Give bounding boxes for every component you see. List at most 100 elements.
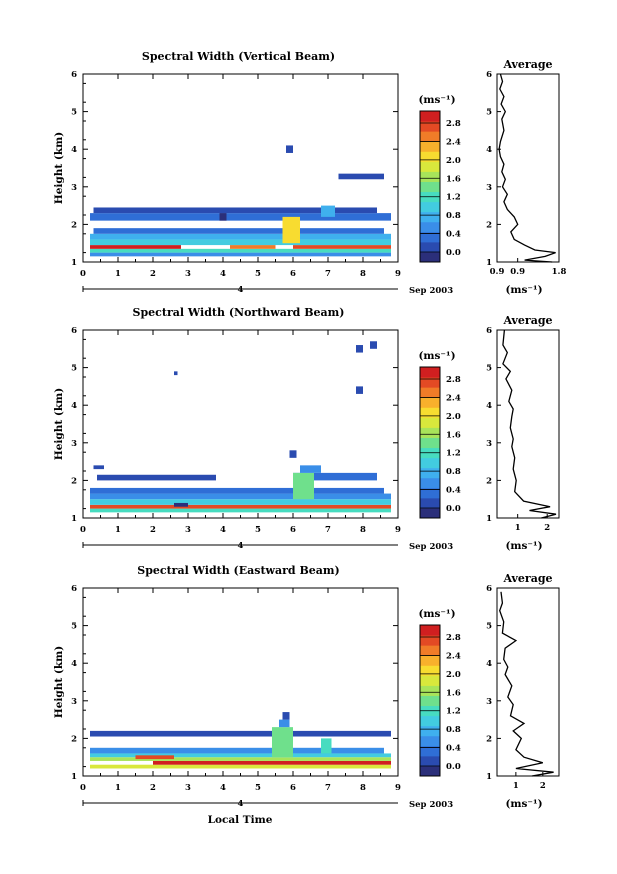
colorbar-tick-label: 2.0 (446, 412, 461, 422)
heatmap-cell (321, 738, 332, 754)
colorbar-swatch (420, 387, 440, 398)
x-tick-label: 4 (220, 269, 226, 279)
colorbar-swatch (420, 377, 440, 388)
average-x-tick-label: 2 (544, 523, 550, 533)
x-tick-label: 2 (150, 525, 156, 535)
colorbar-swatch (420, 745, 440, 757)
heatmap-cell (93, 207, 377, 214)
date-label: Sep 2003 (409, 286, 453, 296)
heatmap-cell (230, 245, 276, 249)
colorbar-swatch (420, 725, 440, 737)
average-y-tick-label: 4 (486, 659, 492, 669)
colorbar-tick-label: 0.8 (446, 211, 461, 221)
heatmap-cell (356, 386, 363, 394)
heatmap-cell (90, 757, 391, 761)
y-tick-label: 2 (71, 220, 77, 230)
x-tick-label: 4 (220, 783, 226, 793)
colorbar-tick-label: 0.4 (446, 486, 461, 496)
day-label: 4 (238, 541, 244, 551)
heatmap-cell (174, 502, 188, 507)
average-y-tick-label: 1 (486, 258, 492, 268)
heatmap-cell (286, 145, 293, 153)
colorbar-swatch (420, 407, 440, 418)
x-tick-label: 8 (360, 783, 366, 793)
average-y-tick-label: 2 (486, 476, 492, 486)
heatmap-cell (279, 719, 290, 728)
x-tick-label: 4 (220, 525, 226, 535)
y-tick-label: 4 (71, 659, 77, 669)
x-tick-label: 7 (325, 783, 331, 793)
colorbar-swatch (420, 141, 440, 152)
y-tick-label: 6 (71, 584, 77, 594)
heatmap-cell (90, 499, 391, 505)
average-x-tick-label: 0.9 (490, 267, 505, 277)
y-tick-label: 3 (71, 183, 77, 193)
y-axis-label: Height (km) (53, 646, 65, 718)
colorbar-swatch (420, 487, 440, 499)
average-x-label: (ms⁻¹) (505, 540, 542, 552)
x-tick-label: 0 (80, 525, 86, 535)
colorbar-swatch (420, 171, 440, 182)
average-y-tick-label: 6 (486, 326, 492, 336)
x-tick-label: 1 (115, 783, 121, 793)
colorbar-swatch (420, 675, 440, 686)
average-x-tick-label: 1 (515, 523, 521, 533)
colorbar-swatch (420, 477, 440, 489)
panel-title: Spectral Width (Eastward Beam) (137, 564, 339, 577)
x-tick-label: 9 (395, 269, 401, 279)
heatmap-cell (282, 712, 290, 720)
colorbar-swatch (420, 695, 440, 707)
colorbar-tick-label: 2.8 (446, 375, 461, 385)
y-tick-label: 2 (71, 734, 77, 744)
heatmap-cell (370, 341, 377, 349)
colorbar-unit: (ms⁻¹) (418, 608, 455, 620)
heatmap-cell (300, 465, 321, 473)
x-tick-label: 6 (290, 783, 296, 793)
heatmap-cell (219, 213, 227, 221)
colorbar-swatch (420, 685, 440, 696)
average-y-tick-label: 6 (486, 584, 492, 594)
colorbar-tick-label: 1.2 (446, 707, 461, 717)
average-y-tick-label: 3 (486, 183, 492, 193)
heatmap-cell (282, 216, 300, 244)
date-label: Sep 2003 (409, 542, 453, 552)
heatmap-cell (272, 727, 293, 758)
y-tick-label: 1 (71, 514, 77, 524)
x-tick-label: 6 (290, 525, 296, 535)
colorbar-tick-label: 0.4 (446, 744, 461, 754)
colorbar-unit: (ms⁻¹) (418, 94, 455, 106)
heatmap-cell (90, 233, 391, 240)
average-frame (496, 329, 560, 519)
colorbar-swatch (420, 181, 440, 193)
y-tick-label: 1 (71, 258, 77, 268)
average-y-tick-label: 1 (486, 772, 492, 782)
heatmap-cell (90, 239, 391, 246)
colorbar-swatch (420, 715, 440, 727)
colorbar-tick-label: 2.0 (446, 156, 461, 166)
x-tick-label: 7 (325, 525, 331, 535)
heatmap-cell (293, 245, 391, 249)
colorbar-swatch (420, 211, 440, 223)
average-y-tick-label: 2 (486, 220, 492, 230)
colorbar-swatch (420, 231, 440, 243)
colorbar-swatch (420, 151, 440, 162)
day-label: 4 (238, 799, 244, 809)
heatmap-cell (321, 205, 335, 217)
day-label: 4 (238, 285, 244, 295)
heatmap-cell (90, 508, 391, 513)
y-tick-label: 2 (71, 476, 77, 486)
average-x-tick-label: 2 (540, 781, 546, 791)
average-y-tick-label: 4 (486, 401, 492, 411)
colorbar-swatch (420, 367, 440, 378)
colorbar-swatch (420, 665, 440, 676)
colorbar-swatch (420, 635, 440, 646)
colorbar-swatch (420, 437, 440, 449)
heatmap-cell (90, 248, 391, 253)
average-x-label: (ms⁻¹) (505, 798, 542, 810)
heatmap-cell (90, 504, 391, 509)
colorbar-tick-label: 0.8 (446, 725, 461, 735)
y-tick-label: 5 (71, 108, 77, 118)
heatmap-cell (97, 474, 216, 481)
panel-title: Spectral Width (Vertical Beam) (142, 50, 335, 63)
